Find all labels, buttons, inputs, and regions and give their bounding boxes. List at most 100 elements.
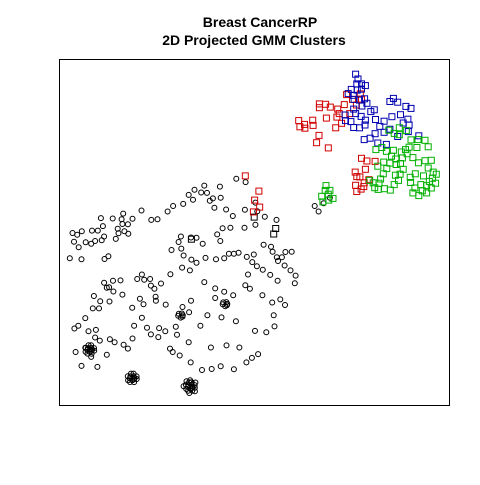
circle-point — [88, 240, 95, 247]
circle-point — [112, 235, 119, 242]
circle-point — [170, 203, 177, 209]
square-point — [380, 158, 388, 166]
circle-point — [178, 245, 185, 252]
circle-point — [217, 194, 224, 201]
circle-point — [190, 196, 196, 203]
square-point — [394, 98, 402, 106]
circle-point — [103, 284, 110, 291]
circle-point — [82, 348, 89, 355]
square-point — [360, 183, 368, 191]
square-point — [371, 130, 379, 138]
square-point — [432, 179, 440, 187]
circle-point — [119, 291, 126, 298]
circle-point — [133, 376, 140, 382]
circle-point — [288, 248, 295, 255]
square-point — [402, 127, 410, 135]
circle-point — [78, 362, 85, 369]
circle-point — [120, 210, 127, 217]
square-point — [251, 196, 259, 204]
square-point — [315, 131, 323, 139]
square-point — [389, 94, 397, 102]
circle-point — [185, 191, 192, 198]
square-point — [334, 105, 342, 113]
circle-point — [88, 342, 95, 349]
circle-point — [235, 249, 242, 256]
chart-subtitle: 2D Projected GMM Clusters — [162, 32, 346, 48]
circle-point — [172, 323, 179, 330]
circle-point — [282, 302, 288, 308]
circle-point — [110, 277, 116, 284]
circle-point — [124, 221, 131, 228]
square-point — [249, 208, 257, 216]
circle-point — [147, 331, 154, 338]
circle-point — [185, 339, 192, 346]
circle-point — [191, 388, 198, 395]
circle-point — [110, 288, 117, 295]
square-point — [353, 188, 361, 195]
circle-point — [198, 189, 205, 196]
square-point — [358, 85, 365, 93]
circle-point — [138, 207, 145, 214]
square-point — [407, 136, 415, 144]
circle-point — [186, 267, 193, 274]
circle-point — [236, 344, 243, 351]
circle-point — [287, 267, 294, 274]
circle-point — [96, 337, 103, 344]
circle-point — [175, 239, 182, 245]
circle-point — [129, 304, 136, 311]
square-point — [424, 164, 432, 172]
circle-point — [152, 297, 159, 304]
circle-point — [69, 230, 76, 236]
circle-point — [209, 195, 216, 202]
circle-point — [292, 272, 299, 279]
square-point — [372, 116, 379, 123]
circle-point — [82, 315, 89, 322]
circle-point — [120, 341, 127, 348]
circle-point — [253, 263, 260, 270]
circle-point — [281, 262, 288, 269]
circle-point — [271, 323, 278, 330]
circle-point — [204, 189, 210, 196]
circle-point — [167, 271, 174, 278]
circle-point — [130, 370, 137, 377]
square-point — [427, 184, 435, 192]
circle-point — [201, 182, 208, 189]
circle-point — [82, 344, 89, 351]
circle-point — [119, 221, 126, 227]
circle-point — [174, 331, 180, 338]
circle-point — [250, 251, 257, 258]
circle-point — [219, 301, 226, 308]
circle-point — [105, 253, 112, 260]
circle-point — [223, 342, 230, 349]
circle-point — [273, 216, 280, 223]
circle-point — [218, 314, 225, 321]
circle-point — [106, 298, 113, 305]
square-point — [403, 150, 411, 158]
circle-point — [66, 255, 73, 262]
circle-point — [176, 352, 183, 359]
circle-point — [94, 363, 101, 370]
circle-point — [187, 377, 194, 384]
circle-point — [129, 335, 136, 342]
circle-point — [179, 313, 186, 320]
square-point — [411, 170, 419, 178]
circle-point — [227, 224, 234, 231]
circle-point — [217, 363, 224, 370]
square-point — [187, 235, 195, 243]
circle-point — [211, 204, 218, 211]
square-point — [326, 186, 334, 194]
circle-point — [221, 288, 228, 295]
circle-point — [179, 304, 186, 310]
square-point — [402, 102, 410, 110]
circle-point — [252, 327, 258, 334]
circle-point — [101, 233, 108, 240]
circle-point — [201, 279, 208, 286]
circle-point — [97, 215, 104, 222]
circle-point — [111, 339, 118, 346]
square-point — [315, 104, 323, 112]
circle-point — [92, 334, 99, 341]
circle-point — [199, 240, 206, 247]
circle-point — [99, 223, 106, 230]
circle-point — [212, 285, 219, 292]
